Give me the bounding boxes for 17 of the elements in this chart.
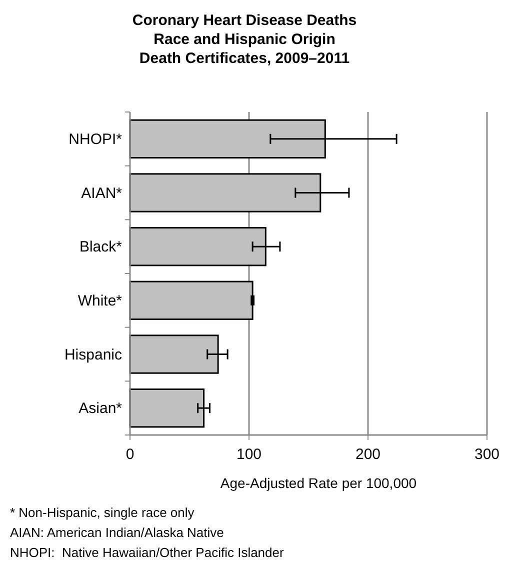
- text: AIAN: American Indian/Alaska Native: [10, 525, 224, 540]
- chart-title: Coronary Heart Disease Deaths Race and Hispanic Origin Death Certificates, 2009–2011: [132, 12, 357, 67]
- y-tick-label: Black*: [79, 238, 122, 256]
- x-tick-label: 0: [126, 446, 134, 463]
- y-tick-label: White*: [78, 292, 122, 310]
- bar: [129, 388, 205, 428]
- x-tick-label: 200: [355, 446, 381, 463]
- text: NHOPI: Native Hawaiian/Other Pacific Islander: [10, 545, 284, 560]
- y-tick-label: NHOPI*: [68, 130, 122, 148]
- x-tick-label: 300: [474, 446, 500, 463]
- y-tick-label: Asian*: [78, 400, 122, 418]
- x-tick-label: 100: [236, 446, 262, 463]
- y-tick-label: Hispanic: [64, 346, 122, 364]
- bar: [129, 280, 254, 320]
- text: * Non-Hispanic, single race only: [10, 505, 195, 520]
- y-tick-label: AIAN*: [81, 184, 122, 202]
- x-axis-title: Age-Adjusted Rate per 100,000: [220, 475, 417, 491]
